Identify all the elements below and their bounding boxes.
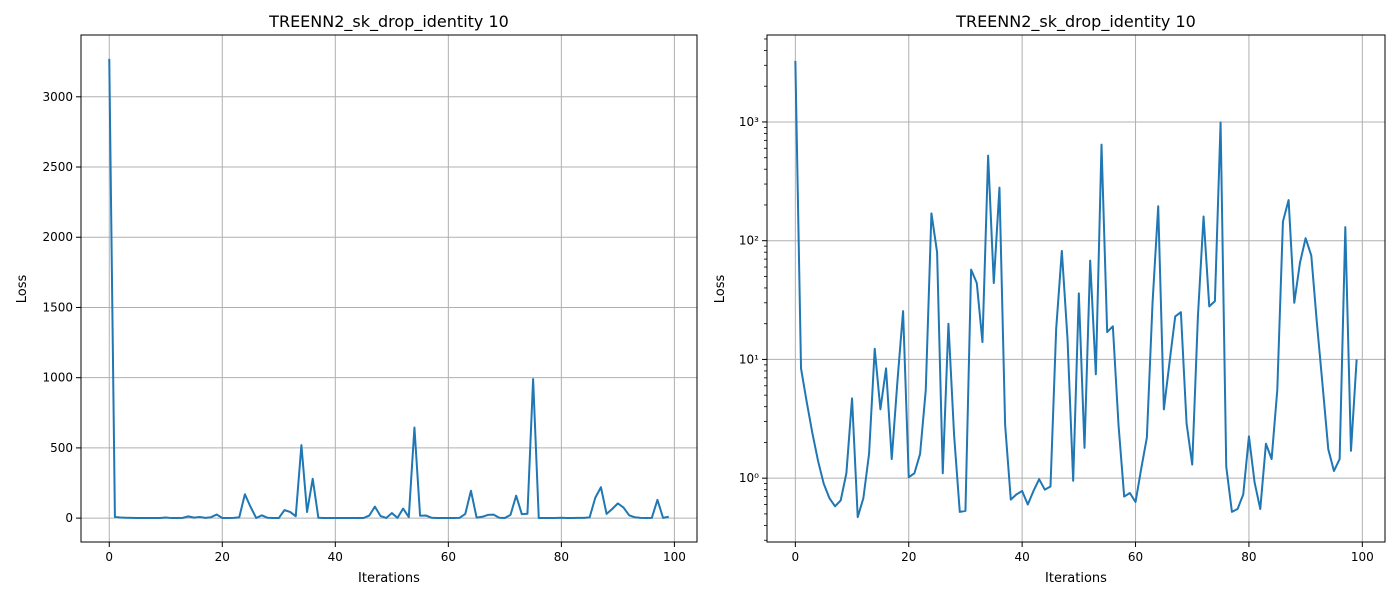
log-loss-chart: TREENN2_sk_drop_identity 10 0 20 40 60 80 100…: [713, 12, 1386, 586]
y-tick-label: 10³: [739, 115, 759, 129]
y-axis-label: Loss: [15, 275, 30, 304]
x-tick-label: 80: [1241, 550, 1256, 564]
loss-series-line: [794, 60, 1358, 519]
y-tick-label: 2000: [42, 230, 73, 244]
x-tick-label: 60: [1128, 550, 1143, 564]
x-tick-label: 80: [554, 550, 569, 564]
y-axis-label: Loss: [713, 275, 728, 304]
x-tick-label: 60: [441, 550, 456, 564]
chart-title: TREENN2_sk_drop_identity 10: [955, 12, 1196, 32]
chart-title: TREENN2_sk_drop_identity 10: [268, 12, 509, 32]
y-tick-label: 3000: [42, 90, 73, 104]
axis-ticks: 0 20 40 60 80 100 10⁰ 10¹ 10² 10³: [739, 38, 1374, 564]
x-tick-label: 0: [792, 550, 800, 564]
x-tick-label: 40: [1014, 550, 1029, 564]
x-tick-label: 20: [901, 550, 916, 564]
x-axis-label: Iterations: [1045, 571, 1107, 586]
x-tick-label: 100: [663, 550, 686, 564]
y-tick-label: 10²: [739, 234, 759, 248]
loss-series-line: [108, 58, 669, 520]
x-tick-label: 100: [1351, 550, 1374, 564]
y-tick-label: 0: [65, 511, 73, 525]
y-tick-label: 1500: [42, 300, 73, 314]
x-tick-label: 20: [215, 550, 230, 564]
y-tick-label: 1000: [42, 371, 73, 385]
y-tick-label: 10¹: [739, 352, 759, 366]
plot-frame: [80, 34, 698, 543]
x-tick-label: 0: [105, 550, 113, 564]
y-tick-label: 2500: [42, 160, 73, 174]
linear-loss-chart: TREENN2_sk_drop_identity 10 0 20 40 60 80 100…: [15, 12, 698, 586]
x-tick-label: 40: [328, 550, 343, 564]
y-tick-label: 500: [50, 441, 73, 455]
x-axis-label: Iterations: [358, 571, 420, 586]
y-tick-label: 10⁰: [739, 471, 759, 485]
plot-frame: [766, 34, 1386, 543]
gridlines: [81, 35, 697, 542]
gridlines: [767, 35, 1385, 542]
